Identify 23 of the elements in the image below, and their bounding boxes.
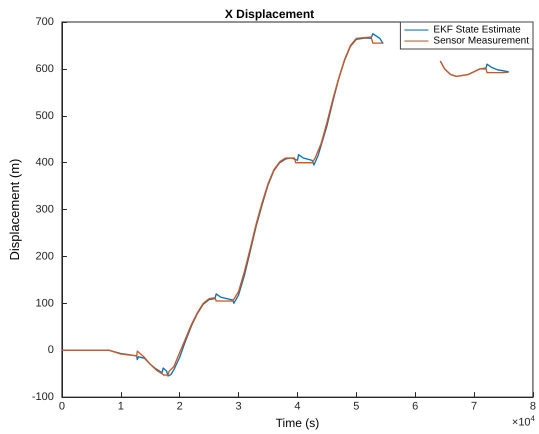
- y-tick-label: 200: [36, 250, 54, 262]
- legend-label: EKF State Estimate: [433, 24, 522, 36]
- x-tick-label: 5: [353, 400, 360, 413]
- x-tick-label: 0: [58, 400, 65, 413]
- y-tick-label: -100: [32, 391, 54, 404]
- x-tick-label: 1: [118, 400, 124, 413]
- y-tick-label: 700: [36, 16, 54, 28]
- y-tick-label: 0: [48, 344, 54, 356]
- legend-label: Sensor Measurement: [433, 36, 530, 46]
- y-tick-label: 100: [36, 297, 54, 310]
- x-tick-label: 4: [294, 400, 300, 413]
- x-axis-title: Time (s): [276, 416, 320, 430]
- chart-title: X Displacement: [224, 7, 314, 21]
- y-tick-label: 400: [36, 156, 54, 169]
- y-tick-label: 300: [36, 204, 54, 216]
- x-tick-label: 7: [471, 400, 478, 413]
- x-tick-label: 3: [235, 400, 242, 413]
- y-tick-label: 600: [36, 62, 54, 75]
- y-tick-label: 500: [36, 110, 54, 122]
- x-tick-label: 8: [530, 400, 536, 413]
- x-tick-label: 6: [412, 400, 418, 413]
- y-axis-title: Displacement (m): [7, 158, 22, 260]
- x-tick-label: 2: [176, 400, 183, 413]
